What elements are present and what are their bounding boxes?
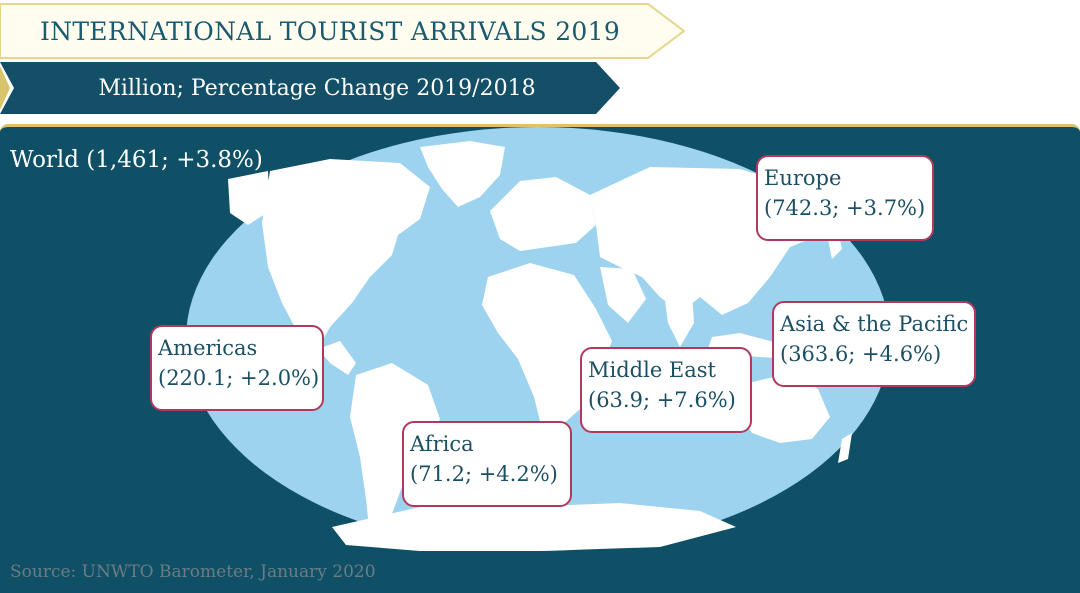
source-note: Source: UNWTO Barometer, January 2020: [10, 562, 376, 582]
alaska: [228, 171, 270, 225]
region-name: Middle East: [588, 358, 716, 382]
antarctica: [332, 503, 736, 551]
india: [664, 293, 694, 347]
title-banner-shape: [0, 3, 686, 59]
arabia: [600, 267, 646, 323]
region-value: (63.9; +7.6%): [588, 388, 736, 412]
region-asia-pacific: Asia & the Pacific (363.6; +4.6%): [772, 301, 976, 387]
subtitle-banner: Million; Percentage Change 2019/2018: [0, 62, 622, 114]
australia: [738, 373, 830, 443]
region-name: Africa: [410, 432, 474, 456]
new-zealand: [838, 433, 852, 463]
north-america: [262, 159, 430, 349]
region-europe: Europe (742.3; +3.7%): [756, 155, 934, 241]
central-america: [318, 341, 356, 375]
greenland: [420, 141, 505, 207]
europe: [490, 177, 596, 251]
page-title: INTERNATIONAL TOURIST ARRIVALS 2019: [39, 16, 621, 46]
map-panel: World (1,461; +3.8%) Europe (742.3; +3.7…: [0, 124, 1080, 593]
region-africa: Africa (71.2; +4.2%): [402, 421, 572, 507]
region-value: (742.3; +3.7%): [764, 196, 926, 220]
subtitle-banner-shape: [0, 62, 620, 114]
region-name: Americas: [158, 336, 258, 360]
region-middle-east: Middle East (63.9; +7.6%): [580, 347, 752, 433]
page-subtitle: Million; Percentage Change 2019/2018: [98, 75, 536, 101]
region-value: (363.6; +4.6%): [780, 342, 942, 366]
africa: [482, 263, 612, 429]
region-name: Asia & the Pacific: [780, 312, 969, 336]
region-name: Europe: [764, 166, 842, 190]
south-america: [350, 363, 440, 541]
region-value: (71.2; +4.2%): [410, 462, 558, 486]
region-value: (220.1; +2.0%): [158, 366, 320, 390]
world-total-label: World (1,461; +3.8%): [10, 147, 263, 173]
title-banner: INTERNATIONAL TOURIST ARRIVALS 2019: [0, 2, 690, 60]
region-americas: Americas (220.1; +2.0%): [150, 325, 324, 411]
